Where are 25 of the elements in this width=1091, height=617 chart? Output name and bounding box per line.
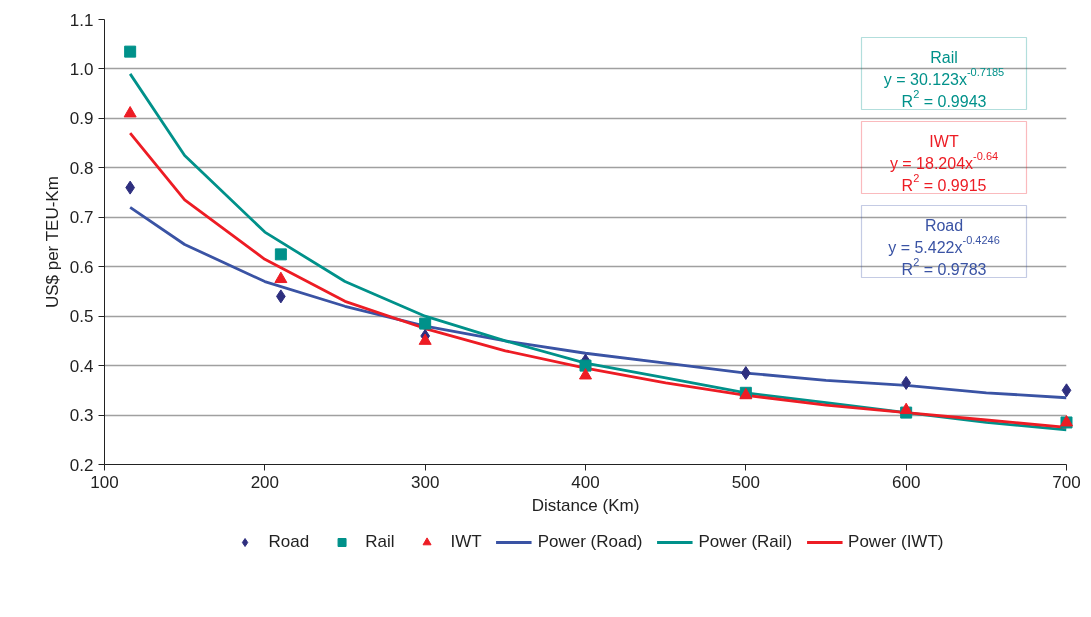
y-tick-label: 0.2 — [69, 455, 94, 475]
legend-label: Rail — [365, 532, 395, 552]
x-tick-label: 600 — [891, 472, 921, 492]
y-tick-label: 0.5 — [69, 307, 94, 327]
legend-label: Power (IWT) — [848, 532, 944, 552]
y-tick-label: 0.7 — [69, 208, 94, 228]
y-tick-label: 0.6 — [69, 257, 94, 277]
y-tick-label: 0.4 — [69, 356, 94, 376]
x-tick-label: 300 — [410, 472, 440, 492]
x-axis-title: Distance (Km) — [531, 495, 640, 515]
x-tick-label: 100 — [90, 472, 119, 492]
legend-label: IWT — [450, 532, 482, 552]
x-tick-label: 500 — [731, 472, 761, 492]
x-tick-label: 700 — [1052, 472, 1081, 492]
x-tick-label: 400 — [571, 472, 600, 492]
y-tick-label: 0.9 — [69, 109, 94, 129]
y-tick-label: 0.3 — [69, 406, 94, 426]
legend-label: Power (Rail) — [698, 532, 793, 552]
y-axis-title: US$ per TEU-Km — [42, 176, 62, 309]
x-tick-label: 200 — [250, 472, 280, 492]
y-tick-label: 0.8 — [69, 158, 94, 178]
y-tick-label: 1.0 — [69, 59, 94, 79]
legend-label: Road — [268, 532, 310, 552]
legend-label: Power (Road) — [537, 532, 643, 552]
y-tick-label: 1.1 — [69, 10, 94, 30]
